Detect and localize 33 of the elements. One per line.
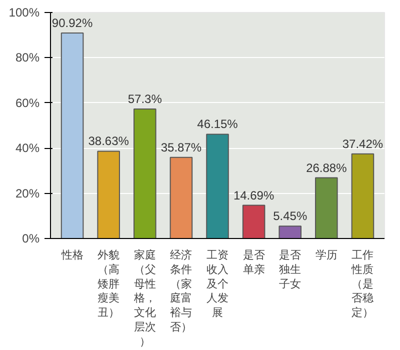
y-tick-label: 20% (15, 186, 40, 200)
bar (242, 204, 266, 238)
bar (351, 153, 374, 238)
data-label: 14.69% (233, 188, 274, 202)
bar (315, 177, 338, 238)
y-tick-label: 0% (22, 232, 40, 246)
x-tick-label: 工作性质（是否稳定） (350, 250, 374, 320)
bar (170, 156, 193, 238)
y-tick-label: 80% (15, 50, 40, 65)
y-tick-label: 60% (15, 96, 40, 110)
x-tick-label: 经济条件（家庭富裕与否） (170, 248, 192, 334)
x-tick-label: 是否独生子女 (279, 250, 302, 290)
bar (134, 108, 156, 238)
data-label: 90.92% (52, 16, 93, 30)
bar (206, 134, 229, 238)
data-label: 57.3% (128, 92, 162, 106)
x-tick-label: 是否单亲 (242, 250, 265, 276)
x-tick-label: 性格 (60, 250, 84, 262)
x-tick-label: 外貌（高矮胖瘦美丑） (98, 250, 120, 320)
bar (278, 226, 302, 238)
data-label: 26.88% (306, 160, 348, 175)
bar (60, 32, 84, 238)
x-tick-label: 工资收入及个人发展 (206, 250, 228, 320)
data-label: 38.63% (88, 134, 130, 148)
data-label: 46.15% (197, 117, 238, 132)
data-label: 5.45% (273, 209, 308, 224)
bar (97, 150, 120, 238)
data-label: 37.42% (342, 136, 384, 151)
y-tick-label: 40% (15, 141, 40, 156)
y-tick-label: 100% (8, 6, 40, 20)
data-label: 35.87% (160, 140, 202, 154)
x-tick-label: 家庭（父母性格，文化层次） (132, 248, 156, 348)
x-tick-label: 学历 (315, 250, 338, 262)
